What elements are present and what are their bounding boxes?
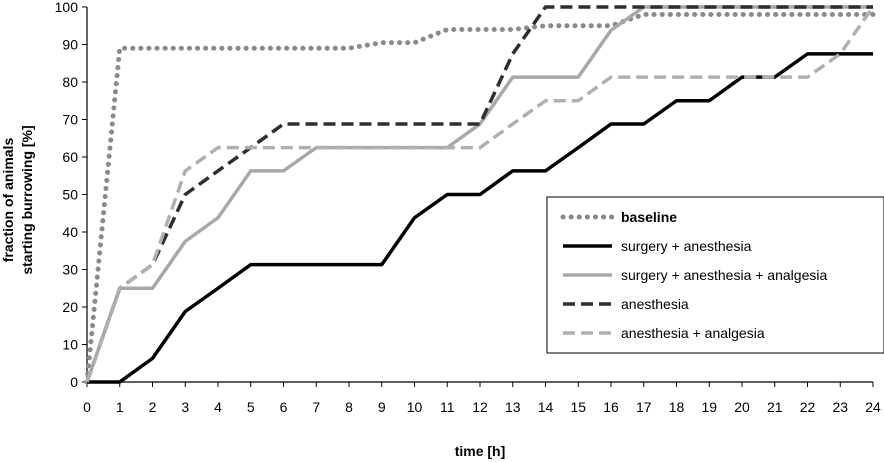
x-tick-label: 20 <box>734 399 750 415</box>
legend-label: anesthesia <box>621 296 689 312</box>
x-tick-label: 13 <box>505 399 521 415</box>
x-tick-label: 16 <box>603 399 619 415</box>
x-tick-label: 8 <box>345 399 353 415</box>
x-tick-label: 14 <box>538 399 554 415</box>
y-tick-label: 80 <box>62 74 78 90</box>
y-tick-label: 50 <box>62 187 78 203</box>
x-tick-label: 24 <box>865 399 881 415</box>
x-tick-label: 1 <box>116 399 124 415</box>
y-tick-label: 100 <box>55 0 79 15</box>
y-tick-label: 40 <box>62 224 78 240</box>
series-line-anesthesia <box>85 5 873 383</box>
x-tick-label: 19 <box>701 399 717 415</box>
x-tick-label: 9 <box>378 399 386 415</box>
x-tick-label: 5 <box>247 399 255 415</box>
x-tick-label: 6 <box>280 399 288 415</box>
x-tick-label: 23 <box>832 399 848 415</box>
legend-item: surgery + anesthesia + analgesia <box>563 267 827 283</box>
series-lines <box>84 5 876 385</box>
x-tick-label: 18 <box>669 399 685 415</box>
legend-label: surgery + anesthesia + analgesia <box>621 267 827 283</box>
x-tick-label: 22 <box>800 399 816 415</box>
legend-item: baseline <box>560 209 677 225</box>
y-ticks: 0 10 20 30 40 50 60 70 80 90 100 <box>55 0 87 390</box>
x-tick-label: 21 <box>767 399 783 415</box>
legend-label: baseline <box>621 209 677 225</box>
x-tick-label: 10 <box>407 399 423 415</box>
x-tick-label: 12 <box>472 399 488 415</box>
x-tick-label: 0 <box>83 399 91 415</box>
y-tick-label: 30 <box>62 262 78 278</box>
legend-label: anesthesia + analgesia <box>621 325 765 341</box>
y-axis-title-line-1: fraction of animals <box>0 138 16 263</box>
series-line-baseline <box>84 12 876 385</box>
y-axis-title-line-2: starting burrowing [%] <box>19 125 35 274</box>
y-tick-label: 90 <box>62 37 78 53</box>
x-tick-label: 11 <box>440 399 455 415</box>
x-tick-label: 7 <box>312 399 320 415</box>
legend: baseline surgery + anesthesia surgery + an… <box>546 196 884 354</box>
legend-item: anesthesia + analgesia <box>563 325 765 341</box>
series-line-anesthesia-analgesia <box>85 5 875 383</box>
legend-item: surgery + anesthesia <box>563 238 752 254</box>
x-tick-label: 4 <box>214 399 222 415</box>
x-tick-label: 15 <box>570 399 586 415</box>
legend-label: surgery + anesthesia <box>621 238 752 254</box>
legend-item: anesthesia <box>563 296 689 312</box>
x-tick-label: 17 <box>636 399 652 415</box>
x-tick-label: 2 <box>149 399 157 415</box>
y-axis-title: fraction of animals starting burrowing [… <box>0 125 35 274</box>
x-tick-label: 3 <box>181 399 189 415</box>
y-tick-label: 60 <box>62 149 78 165</box>
x-ticks: 0 1 2 3 4 5 6 7 8 9 10 11 12 13 14 15 16 17 18 19 20 21 22 23 24 <box>83 382 881 415</box>
series-line-surgery-anesthesia <box>87 52 873 384</box>
y-tick-label: 70 <box>62 112 78 128</box>
y-tick-label: 0 <box>70 374 78 390</box>
x-axis-title: time [h] <box>455 443 506 459</box>
y-tick-label: 10 <box>62 337 78 353</box>
y-tick-label: 20 <box>62 299 78 315</box>
